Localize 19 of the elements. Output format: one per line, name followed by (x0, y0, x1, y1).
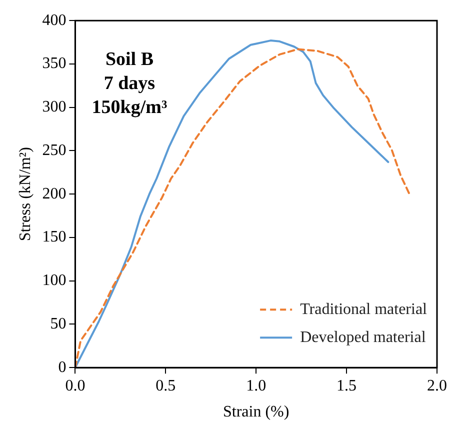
x-tick-label: 1.5 (336, 377, 357, 394)
y-tick-label: 0 (58, 358, 66, 376)
y-tick-label: 250 (42, 142, 66, 159)
y-tick-label: 350 (42, 55, 66, 72)
x-tick-label: 2.0 (427, 377, 447, 394)
legend-label: Developed material (300, 328, 426, 346)
y-tick-label: 300 (42, 98, 66, 116)
y-tick-label: 100 (42, 272, 66, 290)
y-tick-label: 200 (42, 185, 66, 202)
x-tick-label: 0.5 (156, 377, 176, 394)
y-tick-label: 400 (42, 12, 66, 29)
legend-label: Traditional material (300, 300, 428, 318)
x-tick-label: 0.0 (65, 377, 86, 394)
annotation: Soil B 7 days 150kg/m³ (92, 49, 168, 118)
x-axis-title: Strain (%) (223, 404, 290, 421)
y-tick-label: 150 (42, 228, 66, 246)
y-axis-title: Stress (kN/m²) (16, 147, 34, 242)
x-tick-label: 1.0 (246, 377, 266, 394)
y-tick-label: 50 (50, 315, 66, 332)
